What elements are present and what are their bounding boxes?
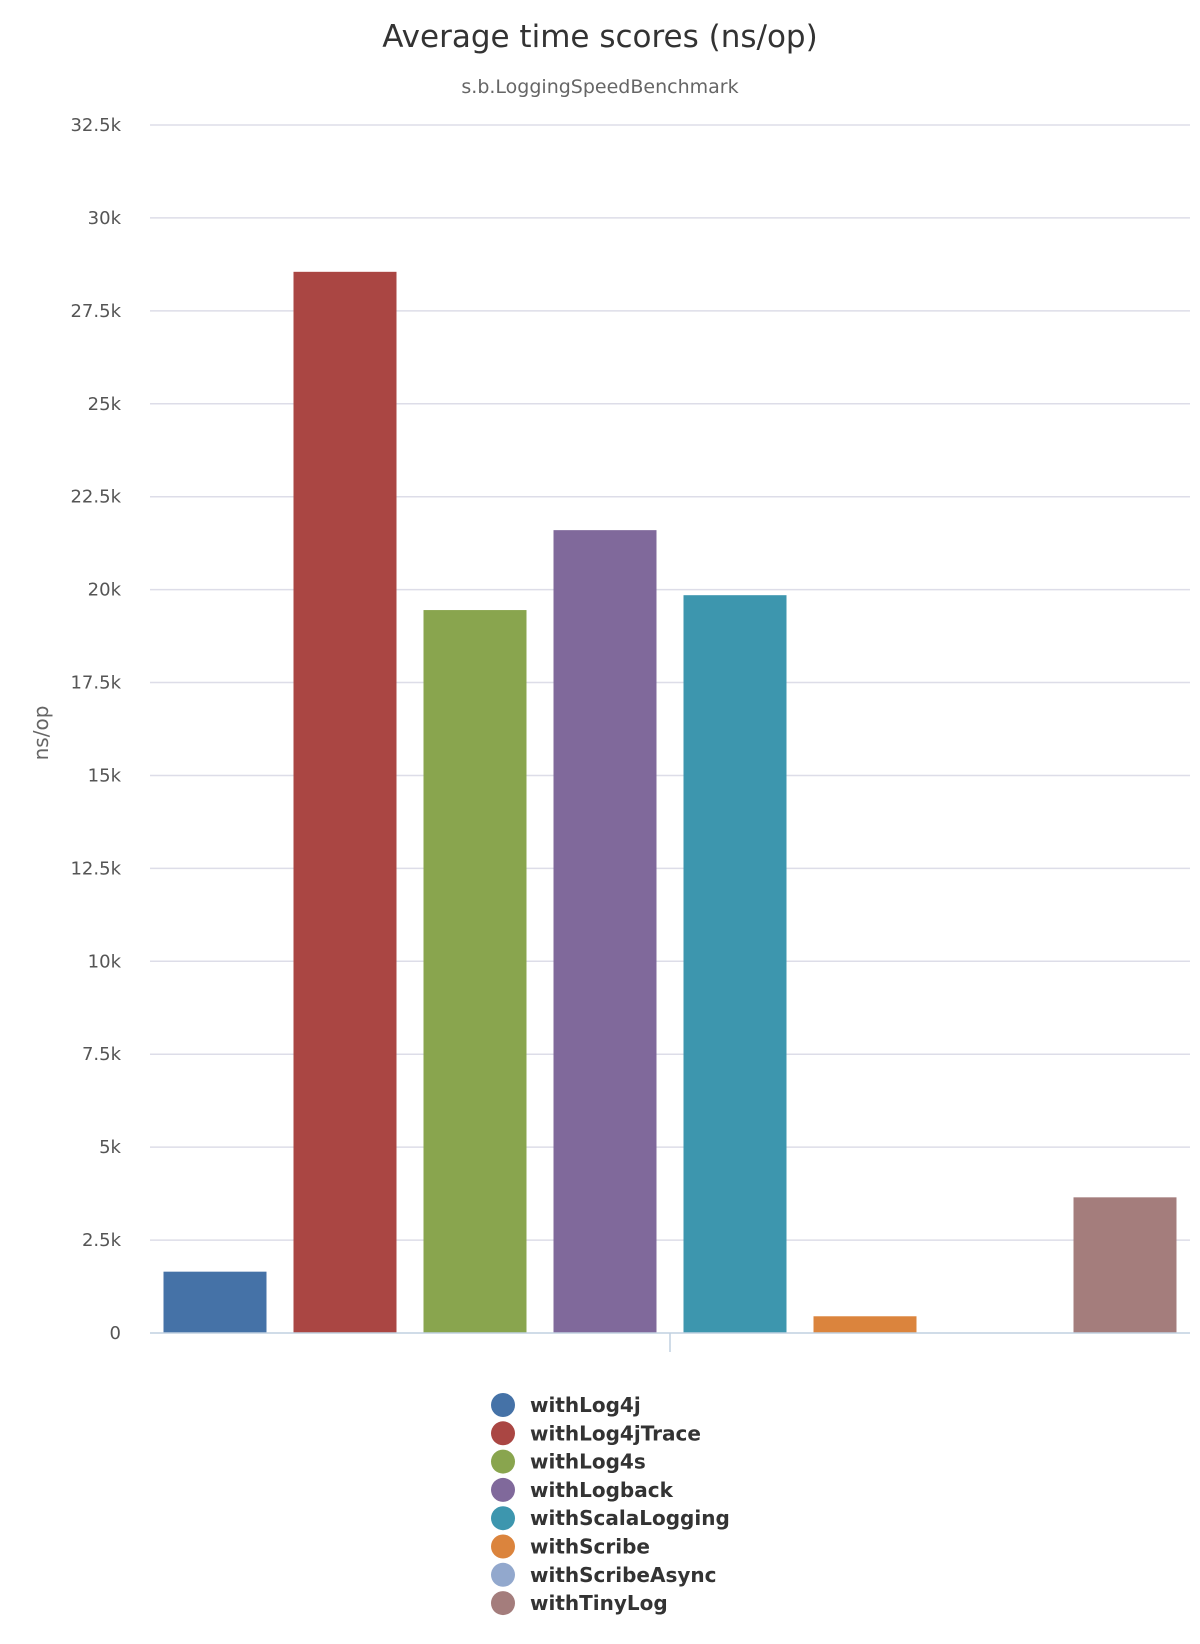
legend-marker bbox=[491, 1421, 515, 1446]
y-tick-label: 2.5k bbox=[82, 1230, 122, 1251]
bar-withLog4j[interactable] bbox=[163, 1271, 267, 1333]
y-axis-ticks: 0 2.5k 5k 7.5k 10k 12.5k 15k 17.5k 20k 22.5k 25k 27… bbox=[70, 115, 121, 1344]
legend-marker bbox=[491, 1562, 515, 1587]
y-tick-label: 5k bbox=[99, 1137, 121, 1158]
y-tick-label: 22.5k bbox=[70, 487, 121, 508]
y-tick-label: 25k bbox=[88, 394, 122, 415]
legend-marker bbox=[491, 1477, 515, 1502]
bar-withTinyLog[interactable] bbox=[1073, 1197, 1177, 1333]
y-tick-label: 15k bbox=[88, 765, 122, 786]
bar-withLog4s[interactable] bbox=[423, 610, 527, 1333]
bar-withLog4jTrace[interactable] bbox=[293, 271, 397, 1333]
y-tick-label: 0 bbox=[110, 1323, 121, 1344]
legend-item-label[interactable]: withScalaLogging bbox=[530, 1506, 730, 1530]
legend-item-label[interactable]: withLog4jTrace bbox=[530, 1421, 701, 1445]
legend-item-label[interactable]: withLog4s bbox=[530, 1450, 646, 1474]
bar-withLogback[interactable] bbox=[553, 530, 657, 1333]
y-tick-label: 12.5k bbox=[70, 858, 121, 879]
y-tick-label: 30k bbox=[88, 208, 122, 229]
legend-item-label[interactable]: withLogback bbox=[530, 1478, 674, 1502]
y-tick-label: 20k bbox=[88, 580, 122, 601]
legend-marker bbox=[491, 1449, 515, 1474]
legend-item-label[interactable]: withScribeAsync bbox=[530, 1563, 717, 1587]
y-tick-label: 32.5k bbox=[70, 115, 121, 136]
bar-withScalaLogging[interactable] bbox=[683, 595, 787, 1333]
chart-subtitle: s.b.LoggingSpeedBenchmark bbox=[461, 76, 738, 98]
legend-marker bbox=[491, 1591, 515, 1616]
legend-item-label[interactable]: withScribe bbox=[530, 1535, 650, 1559]
y-tick-label: 7.5k bbox=[82, 1044, 122, 1065]
legend-marker bbox=[491, 1534, 515, 1559]
bars bbox=[163, 271, 1177, 1333]
y-tick-label: 27.5k bbox=[70, 301, 121, 322]
legend-marker bbox=[491, 1393, 515, 1417]
legend-item-label[interactable]: withTinyLog bbox=[530, 1591, 668, 1615]
chart-title: Average time scores (ns/op) bbox=[382, 19, 817, 55]
bar-withScribe[interactable] bbox=[813, 1316, 917, 1333]
y-tick-label: 17.5k bbox=[70, 673, 121, 694]
y-tick-label: 10k bbox=[88, 951, 122, 972]
legend: withLog4j withLog4jTrace withLog4s withLogb… bbox=[491, 1393, 730, 1616]
legend-item-label[interactable]: withLog4j bbox=[530, 1393, 641, 1417]
y-axis-title: ns/op bbox=[29, 706, 53, 761]
legend-marker bbox=[491, 1506, 515, 1531]
